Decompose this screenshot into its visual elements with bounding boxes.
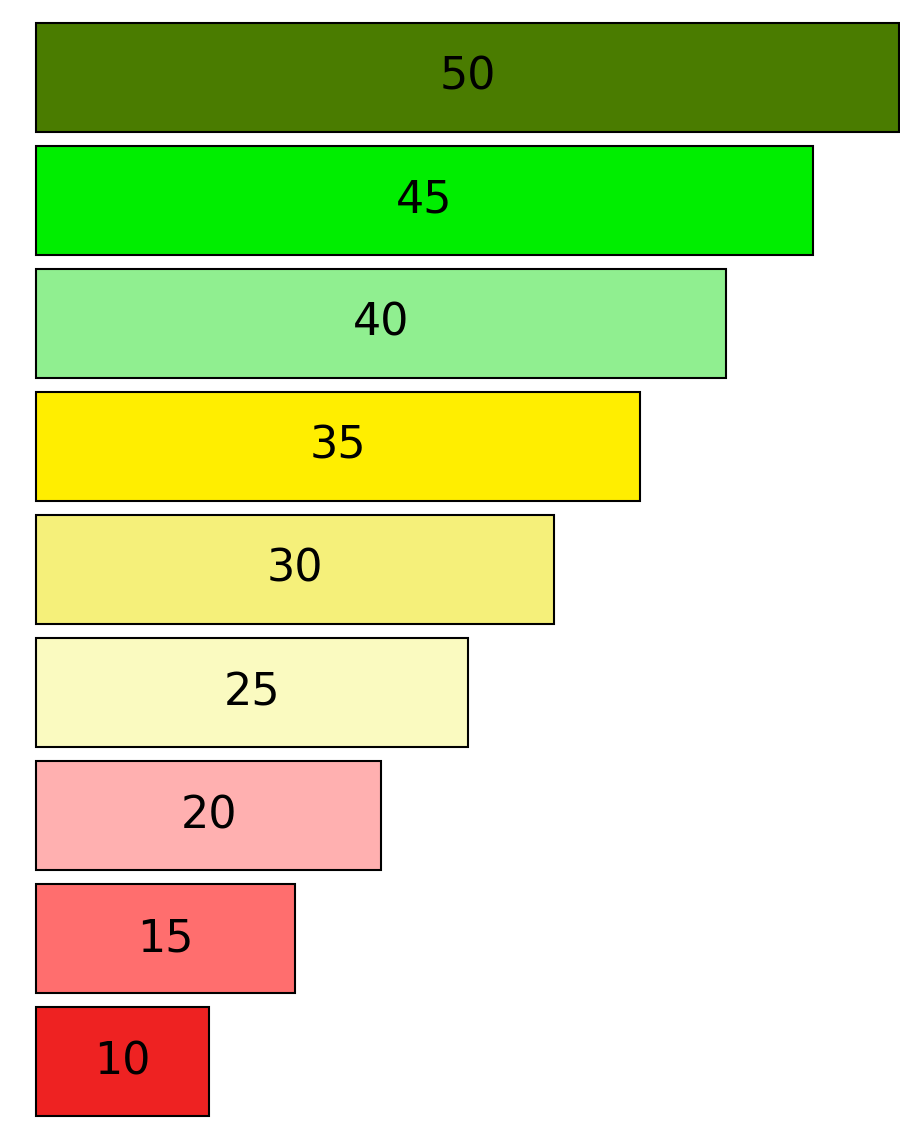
- Text: 45: 45: [396, 179, 453, 222]
- Text: 10: 10: [94, 1040, 150, 1083]
- FancyBboxPatch shape: [36, 1007, 209, 1116]
- Text: 50: 50: [439, 56, 496, 99]
- Text: 30: 30: [266, 548, 323, 591]
- Text: 15: 15: [137, 917, 194, 960]
- FancyBboxPatch shape: [36, 23, 899, 132]
- FancyBboxPatch shape: [36, 515, 554, 624]
- FancyBboxPatch shape: [36, 146, 813, 255]
- FancyBboxPatch shape: [36, 761, 382, 870]
- Text: 25: 25: [223, 671, 280, 714]
- FancyBboxPatch shape: [36, 269, 726, 378]
- Text: 40: 40: [353, 302, 410, 345]
- Text: 20: 20: [180, 794, 237, 837]
- FancyBboxPatch shape: [36, 638, 468, 747]
- Text: 35: 35: [310, 425, 366, 468]
- FancyBboxPatch shape: [36, 392, 640, 501]
- FancyBboxPatch shape: [36, 884, 295, 993]
